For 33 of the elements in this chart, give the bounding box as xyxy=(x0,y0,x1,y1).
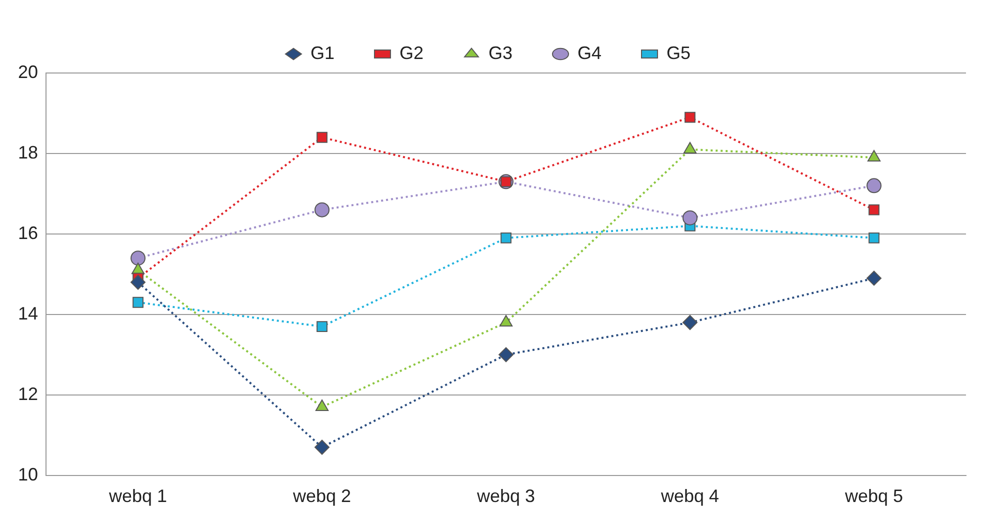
legend-label: G3 xyxy=(488,42,513,63)
point xyxy=(316,132,328,143)
point xyxy=(132,296,144,308)
point xyxy=(314,202,330,218)
x-tick-label: webq 1 xyxy=(108,486,168,506)
legend-label: G1 xyxy=(310,42,334,63)
y-tick-label: 12 xyxy=(18,384,38,404)
point xyxy=(684,112,696,123)
point xyxy=(682,210,698,226)
legend-label: G4 xyxy=(578,42,602,63)
point xyxy=(316,321,328,332)
y-tick-label: 16 xyxy=(18,222,38,243)
y-tick-label: 14 xyxy=(18,303,38,324)
point xyxy=(314,440,330,455)
y-tick-label: 18 xyxy=(18,142,38,162)
point xyxy=(866,270,882,286)
x-tick-label: webq 2 xyxy=(292,486,352,506)
point xyxy=(868,204,880,216)
y-tick-label: 10 xyxy=(18,464,38,484)
point xyxy=(866,178,882,194)
x-tick-label: webq 3 xyxy=(476,486,536,506)
point xyxy=(500,232,512,244)
point xyxy=(868,232,880,244)
y-tick-label: 20 xyxy=(18,62,38,82)
legend-label: G5 xyxy=(666,42,691,63)
point xyxy=(867,150,881,162)
x-tick-label: webq 4 xyxy=(660,486,720,506)
point xyxy=(498,347,514,362)
point xyxy=(682,314,698,330)
legend-label: G2 xyxy=(399,42,424,63)
point xyxy=(130,274,146,290)
x-tick-label: webq 5 xyxy=(844,486,904,506)
point xyxy=(130,250,146,266)
